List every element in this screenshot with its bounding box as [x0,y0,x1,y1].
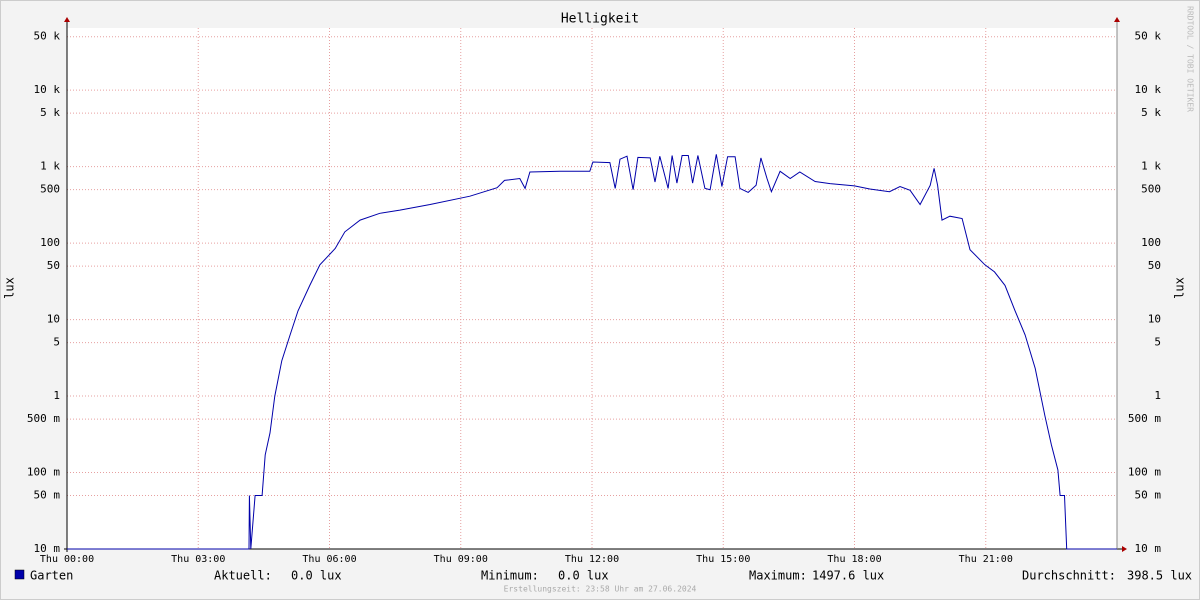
stat-label: Durchschnitt: [1022,569,1116,583]
x-tick-label: Thu 03:00 [171,554,225,565]
x-tick-label: Thu 21:00 [959,554,1013,565]
x-tick-label: Thu 18:00 [827,554,881,565]
y2-tick-label: 1 [1154,389,1161,402]
axis-arrow [1114,17,1120,22]
y-tick-label: 10 m [34,542,61,555]
y-tick-label: 1 k [40,160,60,173]
x-tick-label: Thu 00:00 [40,554,94,565]
axis-arrow [1122,546,1127,552]
x-tick-label: Thu 06:00 [302,554,356,565]
y2-tick-label: 100 [1141,236,1161,249]
y2-tick-label: 10 k [1135,83,1162,96]
stat-label: Aktuell: [214,569,272,583]
y-tick-label: 10 k [34,83,61,96]
y2-axis-label: lux [1173,277,1187,299]
y-tick-label: 500 m [27,412,60,425]
y2-tick-label: 10 [1148,313,1161,326]
y2-tick-label: 5 k [1141,106,1161,119]
y-tick-label: 50 k [34,30,61,43]
plot-area [67,28,1117,549]
y-axis-label: lux [3,277,17,299]
y-tick-label: 10 [47,313,60,326]
legend-swatch [14,569,25,580]
y2-tick-label: 500 m [1128,412,1161,425]
y-tick-label: 5 [53,336,60,349]
stat-value: 1497.6 lux [812,569,884,583]
stat-value: 398.5 lux [1127,569,1192,583]
y2-tick-label: 50 [1148,259,1161,272]
y2-tick-label: 500 [1141,183,1161,196]
stat-value: 0.0 lux [291,569,342,583]
chart-title: Helligkeit [561,12,639,27]
y-tick-label: 100 [40,236,60,249]
y-tick-label: 500 [40,183,60,196]
y-tick-label: 50 m [34,489,61,502]
y2-tick-label: 1 k [1141,160,1161,173]
legend-label: Garten [30,569,73,583]
y2-tick-label: 50 k [1135,30,1162,43]
axis-arrow [64,17,70,22]
y2-tick-label: 5 [1154,336,1161,349]
stat-value: 0.0 lux [558,569,609,583]
x-tick-label: Thu 09:00 [434,554,488,565]
watermark: RRDTOOL / TOBI OETIKER [1186,6,1195,112]
data-line [67,154,1117,550]
y-tick-label: 1 [53,389,60,402]
x-tick-label: Thu 12:00 [565,554,619,565]
y-tick-label: 5 k [40,106,60,119]
y2-tick-label: 10 m [1135,542,1162,555]
y2-tick-label: 100 m [1128,466,1161,479]
y-tick-label: 100 m [27,466,60,479]
stat-label: Maximum: [749,569,807,583]
y2-tick-label: 50 m [1135,489,1162,502]
y-tick-label: 50 [47,259,60,272]
stat-label: Minimum: [481,569,539,583]
x-tick-label: Thu 15:00 [696,554,750,565]
footer: Erstellungszeit: 23:58 Uhr am 27.06.2024 [504,585,697,594]
